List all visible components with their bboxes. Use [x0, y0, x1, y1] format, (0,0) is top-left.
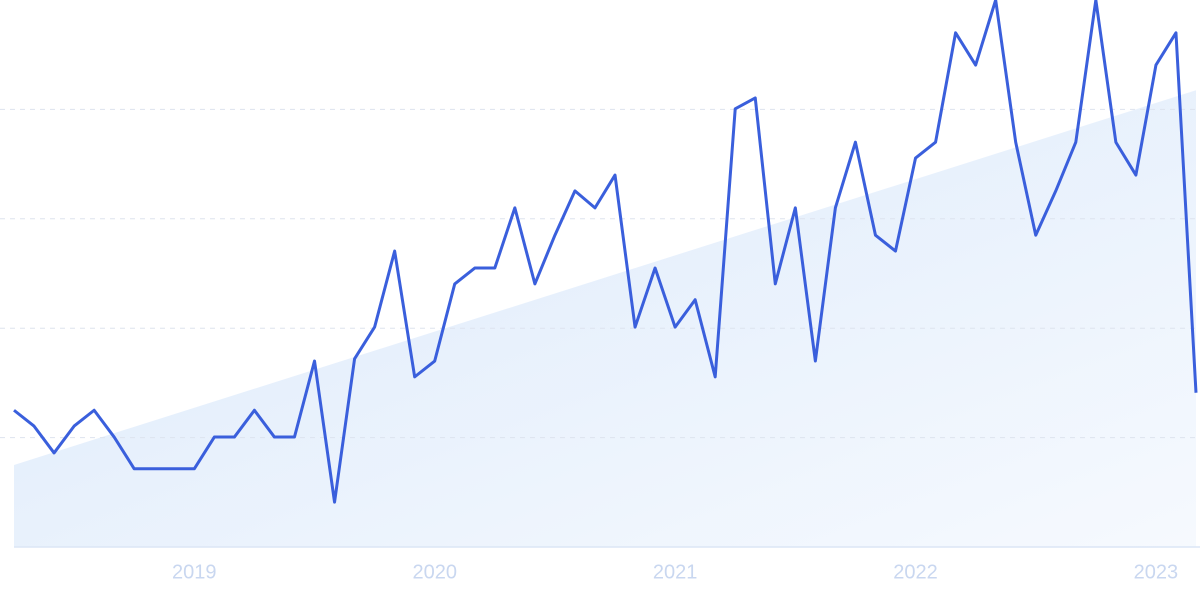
line	[13, 0, 1198, 504]
x-tick-label: 2021	[653, 561, 698, 583]
trend-area	[14, 90, 1196, 547]
x-tick-label: 2022	[893, 561, 938, 583]
x-tick-label: 2020	[412, 561, 457, 583]
x-tick-label: 2023	[1134, 561, 1179, 583]
x-tick-label: 2019	[172, 561, 217, 583]
